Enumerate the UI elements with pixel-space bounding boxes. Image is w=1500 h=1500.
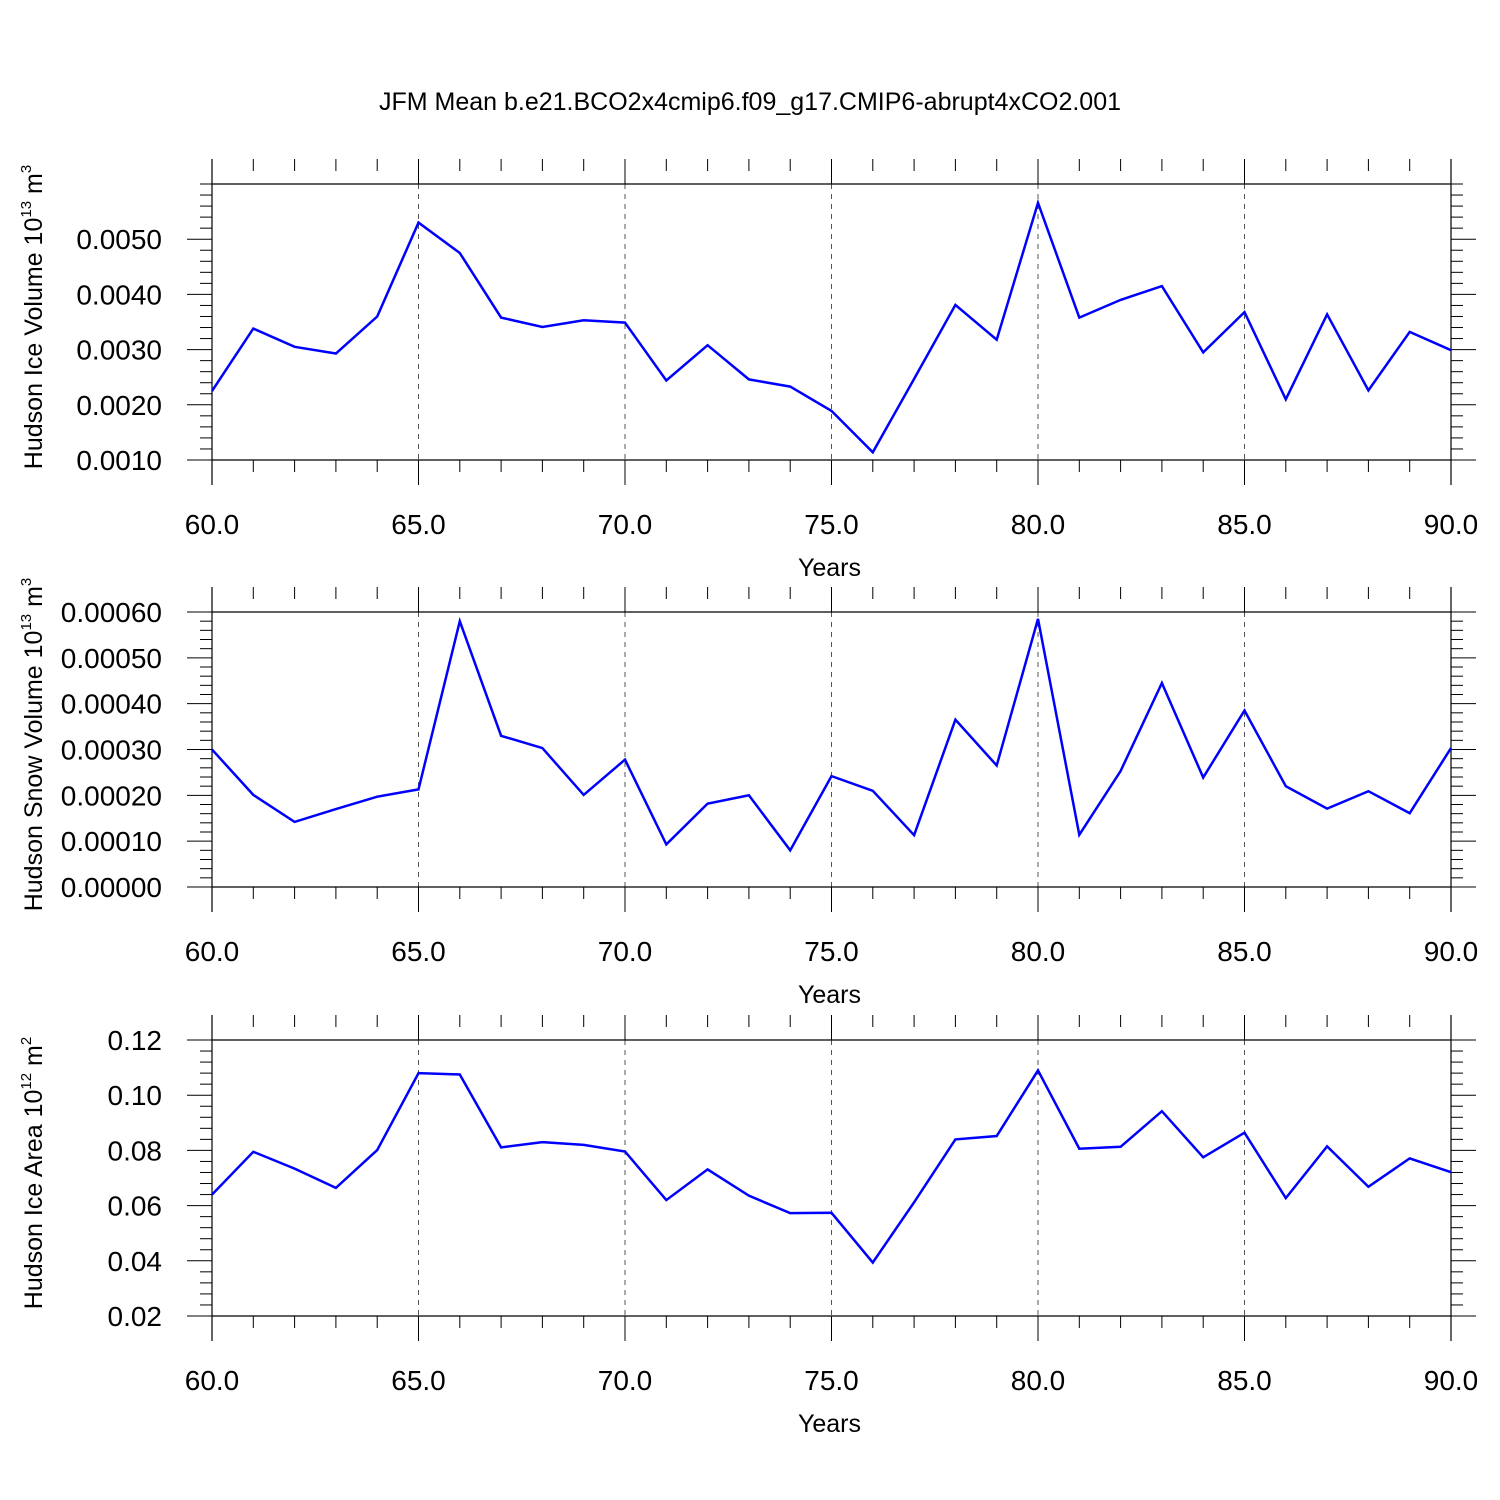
y-tick-label: 0.04 xyxy=(108,1246,163,1277)
x-tick-label: 70.0 xyxy=(598,509,653,540)
y-axis-title-unit: m xyxy=(20,586,48,614)
x-tick-label: 80.0 xyxy=(1011,509,1066,540)
y-tick-label: 0.10 xyxy=(108,1080,163,1111)
x-tick-label: 70.0 xyxy=(598,936,653,967)
x-tick-label: 70.0 xyxy=(598,1365,653,1396)
y-tick-label: 0.12 xyxy=(108,1025,163,1056)
y-axis-title-unit-exponent: 3 xyxy=(18,165,35,173)
y-tick-label: 0.0040 xyxy=(76,279,162,310)
x-axis-title: Years xyxy=(798,1410,861,1438)
y-axis-title-unit-exponent: 3 xyxy=(18,578,35,586)
y-axis-title-exponent: 12 xyxy=(18,1073,35,1090)
figure-title: JFM Mean b.e21.BCO2x4cmip6.f09_g17.CMIP6… xyxy=(379,88,1121,116)
y-tick-label: 0.00020 xyxy=(61,780,162,811)
series-line xyxy=(210,198,1452,455)
panel-snow-volume: 60.0 65.0 70.0 75.0 80.0 85.0 90.0 0.00000 0.000… xyxy=(18,578,1478,1009)
y-axis-title-unit: m xyxy=(20,1045,48,1073)
y-axis-title: Hudson Ice Volume 1013 m3 xyxy=(18,165,48,469)
x-axis-title: Years xyxy=(798,554,861,582)
y-axis-title-text: Hudson Ice Area 10 xyxy=(20,1090,48,1310)
y-tick-label: 0.00030 xyxy=(61,735,162,766)
y-tick-label: 0.0020 xyxy=(76,390,162,421)
y-tick-label: 0.00040 xyxy=(61,689,162,720)
y-tick-label: 0.00050 xyxy=(61,643,162,674)
y-axis-title-unit-exponent: 2 xyxy=(18,1037,35,1045)
series-line xyxy=(211,616,1453,853)
y-tick-label: 0.02 xyxy=(108,1301,163,1332)
x-tick-label: 90.0 xyxy=(1424,1365,1479,1396)
x-tick-label: 90.0 xyxy=(1424,936,1479,967)
series-line xyxy=(211,1067,1452,1265)
y-axis-title-unit: m xyxy=(20,173,48,201)
y-tick-label: 0.00010 xyxy=(61,826,162,857)
x-tick-label: 60.0 xyxy=(185,509,240,540)
x-tick-label: 85.0 xyxy=(1217,1365,1272,1396)
x-tick-label: 85.0 xyxy=(1217,936,1272,967)
x-tick-label: 65.0 xyxy=(391,936,446,967)
y-tick-label: 0.06 xyxy=(108,1191,163,1222)
y-axis-title: Hudson Ice Area 1012 m2 xyxy=(18,1037,48,1309)
x-tick-label: 75.0 xyxy=(804,509,859,540)
y-axis-title: Hudson Snow Volume 1013 m3 xyxy=(18,578,48,912)
y-tick-label: 0.0010 xyxy=(76,445,162,476)
panel-ice-area: 60.0 65.0 70.0 75.0 80.0 85.0 90.0 0.02 0.04 0.06… xyxy=(18,1015,1478,1438)
y-tick-label: 0.00060 xyxy=(61,597,162,628)
y-tick-label: 0.08 xyxy=(108,1135,163,1166)
x-tick-label: 90.0 xyxy=(1424,509,1479,540)
x-tick-label: 85.0 xyxy=(1217,509,1272,540)
x-axis-title: Years xyxy=(798,981,861,1009)
y-axis-title-exponent: 13 xyxy=(18,201,35,218)
x-tick-label: 65.0 xyxy=(391,509,446,540)
x-tick-label: 75.0 xyxy=(804,936,859,967)
x-tick-label: 60.0 xyxy=(185,1365,240,1396)
y-tick-label: 0.0050 xyxy=(76,224,162,255)
panel-ice-volume: 60.0 65.0 70.0 75.0 80.0 85.0 90.0 0.0010 0.0020… xyxy=(18,159,1478,582)
x-tick-label: 60.0 xyxy=(185,936,240,967)
y-axis-title-exponent: 13 xyxy=(18,614,35,631)
y-axis-title-text: Hudson Snow Volume 10 xyxy=(20,631,48,912)
y-axis-title-text: Hudson Ice Volume 10 xyxy=(20,218,48,470)
y-tick-label: 0.0030 xyxy=(76,335,162,366)
x-tick-label: 65.0 xyxy=(391,1365,446,1396)
x-tick-label: 75.0 xyxy=(804,1365,859,1396)
y-tick-label: 0.00000 xyxy=(61,872,162,903)
x-tick-label: 80.0 xyxy=(1011,936,1066,967)
x-tick-label: 80.0 xyxy=(1011,1365,1066,1396)
